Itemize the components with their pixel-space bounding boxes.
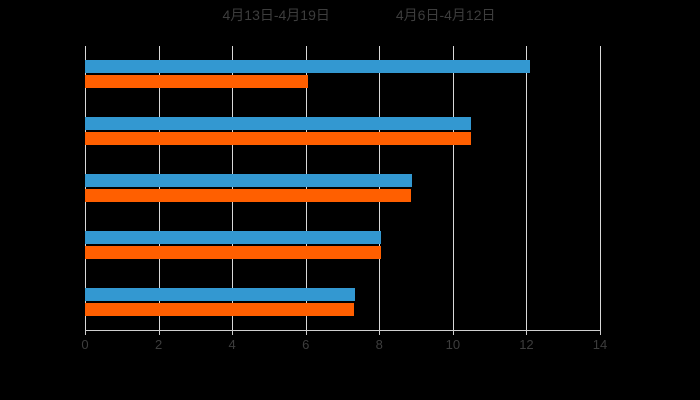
bar[interactable] [85,174,413,187]
bar[interactable] [85,60,531,74]
legend-label-series-1: 4月6日-4月12日 [395,7,496,23]
gridline-x-10 [452,46,454,330]
x-tick-label: 14 [592,337,608,352]
bar[interactable] [85,287,356,301]
gridline-x-12 [526,46,528,330]
legend-marker-circle-icon [205,10,216,21]
x-tick-label: 4 [228,337,236,352]
legend-marker-square-icon [378,10,389,21]
bar[interactable] [85,75,308,89]
gridline-x-8 [379,46,381,330]
bar[interactable] [85,132,472,146]
x-tick-label: 10 [445,337,461,352]
x-tick-mark-12 [526,330,528,335]
y-axis-line [85,46,86,330]
gridline-x-4 [232,46,234,330]
x-tick-mark-2 [158,330,160,335]
gridline-x-6 [305,46,307,330]
legend-label-series-0: 4月13日-4月19日 [222,7,330,23]
bar-group [85,117,600,146]
gridline-x-2 [158,46,160,330]
x-tick-mark-4 [232,330,234,335]
x-tick-mark-10 [452,330,454,335]
x-tick-mark-14 [600,330,601,335]
legend-item-series-0[interactable]: 4月13日-4月19日 [205,8,330,22]
gridline-x-14 [600,46,601,330]
bar-group [85,60,600,89]
bar-group [85,287,600,316]
x-tick-label: 8 [375,337,383,352]
x-tick-label: 6 [302,337,310,352]
plot-area [85,46,601,330]
x-tick-label: 2 [154,337,163,352]
bar[interactable] [85,189,411,202]
x-tick-mark-6 [305,330,307,335]
x-tick-label: 0 [81,337,89,352]
chart-legend: 4月13日-4月19日 4月6日-4月12日 [0,8,700,22]
x-tick-label: 12 [519,337,534,352]
bar[interactable] [85,245,382,259]
bar[interactable] [85,230,382,244]
x-tick-mark-8 [379,330,381,335]
legend-item-series-1[interactable]: 4月6日-4月12日 [378,8,496,22]
bar[interactable] [85,117,472,131]
x-axis-line [85,330,601,331]
bar-group [85,174,600,202]
bar-group [85,230,600,259]
x-tick-mark-0 [85,330,86,335]
bar[interactable] [85,302,354,316]
